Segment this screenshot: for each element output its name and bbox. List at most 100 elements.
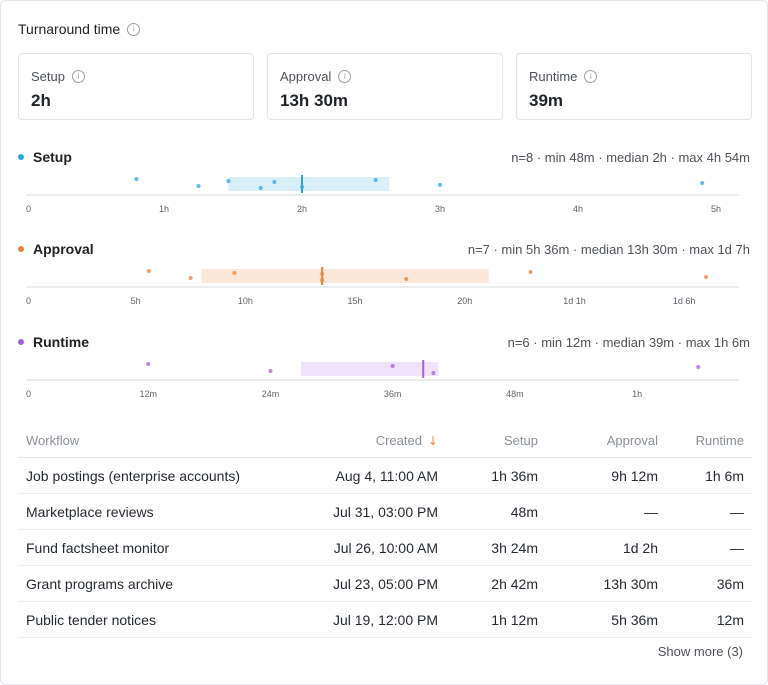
card-header: Turnaround time i: [18, 21, 141, 37]
axis-tick-label: 4h: [572, 204, 584, 214]
cell-created: Aug 4, 11:00 AM: [284, 457, 446, 494]
section-header-approval: Approval: [18, 241, 94, 257]
cell-workflow: Job postings (enterprise accounts): [18, 457, 284, 494]
data-point[interactable]: [146, 269, 151, 273]
data-point[interactable]: [196, 184, 201, 188]
info-icon[interactable]: i: [71, 70, 85, 83]
table-row[interactable]: Public tender notices Jul 19, 12:00 PM 1…: [18, 601, 752, 638]
data-point[interactable]: [146, 362, 151, 366]
strip-plot: [26, 175, 739, 196]
section-summary: n=8 · min 48m · median 2h · max 4h 54m: [511, 150, 750, 165]
data-point[interactable]: [268, 369, 273, 373]
data-point[interactable]: [528, 270, 533, 274]
axis-tick-label: 1h: [158, 204, 170, 214]
cell-approval: 5h 36m: [546, 601, 666, 638]
cell-runtime: —: [666, 493, 752, 530]
axis-tick-label: 1d 6h: [672, 296, 696, 306]
stat-value: 39m: [529, 91, 564, 110]
data-point[interactable]: [431, 371, 436, 375]
cell-workflow: Fund factsheet monitor: [18, 529, 284, 566]
column-header-runtime[interactable]: Runtime: [666, 423, 752, 458]
axis-tick-label: 36m: [383, 389, 402, 399]
column-header-setup[interactable]: Setup: [446, 423, 546, 458]
cell-runtime: 36m: [666, 565, 752, 602]
stat-label: Approval: [280, 69, 332, 84]
info-icon[interactable]: i: [338, 70, 352, 83]
iqr-band: [301, 362, 439, 376]
stat-approval: Approval i 13h 30m: [267, 53, 503, 120]
section-title: Setup: [33, 149, 72, 165]
data-point[interactable]: [700, 181, 705, 185]
data-point[interactable]: [373, 178, 378, 182]
cell-setup: 3h 24m: [446, 529, 546, 566]
table-row[interactable]: Fund factsheet monitor Jul 26, 10:00 AM …: [18, 529, 752, 566]
approval-dot-icon: [18, 246, 24, 252]
cell-created: Jul 31, 03:00 PM: [284, 493, 446, 530]
data-point[interactable]: [188, 276, 193, 280]
cell-runtime: 12m: [666, 601, 752, 638]
table-header-row: Workflow Created ↓ Setup Approval Runtime: [18, 423, 752, 458]
data-point[interactable]: [404, 277, 409, 281]
cell-workflow: Marketplace reviews: [18, 493, 284, 530]
sort-down-arrow-icon: ↓: [427, 433, 438, 448]
table-row[interactable]: Grant programs archive Jul 23, 05:00 PM …: [18, 565, 752, 602]
data-point[interactable]: [258, 186, 263, 190]
data-point[interactable]: [438, 183, 442, 187]
cell-approval: —: [546, 493, 666, 530]
setup-dot-icon: [18, 154, 24, 160]
workflow-table: Workflow Created ↓ Setup Approval Runtime…: [18, 423, 752, 638]
cell-runtime: 1h 6m: [666, 457, 752, 494]
cell-workflow: Grant programs archive: [18, 565, 284, 602]
axis-tick-label: 20h: [457, 296, 473, 306]
info-icon[interactable]: i: [584, 70, 598, 83]
section-summary: n=6 · min 12m · median 39m · max 1h 6m: [507, 335, 750, 350]
stat-value: 13h 30m: [280, 91, 349, 110]
section-title: Runtime: [33, 334, 89, 350]
axis-tick-label: 1d 1h: [563, 296, 586, 306]
data-point[interactable]: [134, 177, 139, 181]
stat-runtime: Runtime i 39m: [516, 53, 752, 120]
distribution-strip-setup: 0 1h 2h 3h 4h 5h: [26, 167, 739, 214]
cell-approval: 1d 2h: [546, 529, 666, 566]
column-header-workflow[interactable]: Workflow: [18, 423, 284, 458]
data-point[interactable]: [696, 365, 701, 369]
cell-approval: 13h 30m: [546, 565, 666, 602]
stat-value: 2h: [31, 91, 51, 110]
cell-runtime: —: [666, 529, 752, 566]
show-more-button[interactable]: Show more (3): [657, 644, 743, 659]
data-point[interactable]: [232, 271, 237, 275]
column-header-created[interactable]: Created ↓: [284, 423, 446, 458]
axis-tick-label: 0: [26, 296, 32, 306]
table-row[interactable]: Job postings (enterprise accounts) Aug 4…: [18, 457, 752, 494]
axis-tick-label: 48m: [506, 389, 524, 399]
data-point[interactable]: [272, 180, 277, 184]
table-row[interactable]: Marketplace reviews Jul 31, 03:00 PM 48m…: [18, 493, 752, 530]
axis-tick-label: 5h: [710, 204, 722, 214]
distribution-strip-approval: 0 5h 10h 15h 20h 1d 1h 1d 6h: [26, 259, 739, 306]
data-point[interactable]: [704, 275, 709, 279]
distribution-strip-runtime: 0 12m 24m 36m 48m 1h: [26, 352, 739, 399]
cell-setup: 1h 36m: [446, 457, 546, 494]
axis-tick-label: 0: [26, 389, 32, 399]
stat-label: Runtime: [529, 69, 578, 84]
section-header-runtime: Runtime: [18, 334, 89, 350]
data-point[interactable]: [390, 364, 395, 368]
column-header-approval[interactable]: Approval: [546, 423, 666, 458]
info-icon[interactable]: i: [127, 22, 141, 36]
axis-tick-label: 0: [26, 204, 32, 214]
axis-tick-label: 1h: [632, 389, 643, 399]
cell-created: Jul 26, 10:00 AM: [284, 529, 446, 566]
section-title: Approval: [33, 241, 94, 257]
cell-setup: 48m: [446, 493, 546, 530]
cell-created: Jul 19, 12:00 PM: [284, 601, 446, 638]
iqr-band: [228, 177, 390, 191]
cell-setup: 1h 12m: [446, 601, 546, 638]
runtime-dot-icon: [18, 339, 24, 345]
cell-workflow: Public tender notices: [18, 601, 284, 638]
strip-plot: [26, 360, 739, 381]
data-point[interactable]: [226, 179, 231, 183]
axis-tick-label: 5h: [130, 296, 141, 306]
column-header-label: Created: [375, 432, 422, 448]
axis-tick-label: 3h: [434, 204, 446, 214]
